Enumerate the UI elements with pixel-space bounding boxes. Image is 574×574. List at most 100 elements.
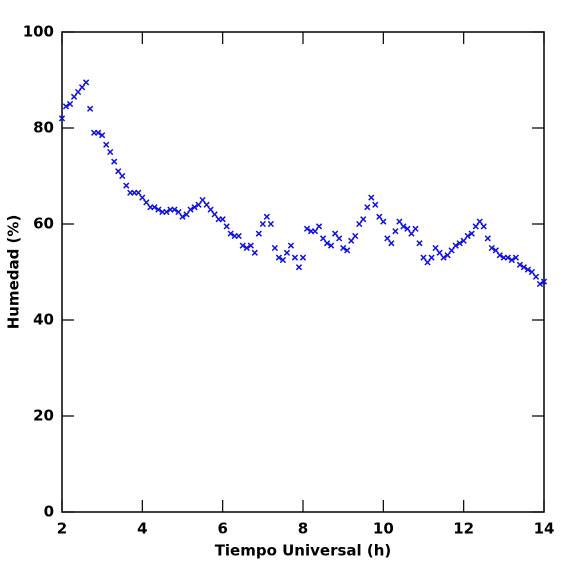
data-point xyxy=(384,235,391,242)
data-point xyxy=(183,211,190,218)
data-point xyxy=(488,244,495,252)
data-point xyxy=(299,254,307,261)
data-point xyxy=(135,189,142,196)
data-point xyxy=(107,148,114,156)
data-point xyxy=(452,242,459,249)
data-point xyxy=(476,218,483,225)
data-point xyxy=(211,211,218,218)
data-point xyxy=(356,220,363,228)
data-point xyxy=(360,216,367,223)
data-point xyxy=(428,254,435,261)
data-point xyxy=(432,244,439,252)
data-point xyxy=(400,223,407,230)
data-point xyxy=(412,225,419,232)
data-point xyxy=(408,230,415,237)
data-point xyxy=(275,254,283,261)
data-point xyxy=(540,278,548,285)
data-point xyxy=(195,201,202,208)
data-point xyxy=(332,230,339,237)
data-point xyxy=(58,115,66,122)
data-point xyxy=(396,218,403,225)
data-point xyxy=(352,232,359,240)
plot-frame xyxy=(61,31,545,513)
data-point xyxy=(155,206,162,213)
data-point xyxy=(203,201,210,208)
data-point xyxy=(151,204,158,211)
data-point xyxy=(175,208,182,216)
data-point xyxy=(78,84,86,91)
data-point xyxy=(111,158,118,165)
data-point xyxy=(492,247,499,254)
data-point xyxy=(255,230,262,237)
data-point xyxy=(364,204,371,211)
data-point xyxy=(295,264,303,271)
data-point xyxy=(243,244,250,252)
data-point xyxy=(103,141,110,148)
data-point xyxy=(484,235,491,242)
data-point xyxy=(368,194,375,201)
data-point xyxy=(327,242,335,249)
data-point xyxy=(448,247,455,254)
x-tick-label: 4 xyxy=(137,520,147,538)
data-point xyxy=(99,132,106,139)
data-point xyxy=(340,244,347,252)
data-point xyxy=(376,213,383,220)
data-point xyxy=(115,168,122,175)
x-tick-label: 12 xyxy=(453,520,474,538)
data-point xyxy=(143,199,150,206)
y-axis-label: Humedad (%) xyxy=(5,215,23,330)
y-tick-label: 20 xyxy=(33,407,54,425)
y-tick-label: 80 xyxy=(33,119,54,137)
data-point xyxy=(82,79,90,86)
data-point xyxy=(86,105,94,112)
x-tick-label: 14 xyxy=(534,520,555,538)
data-point xyxy=(424,259,431,266)
data-point xyxy=(191,204,198,211)
y-tick-label: 0 xyxy=(44,503,54,521)
y-tick-label: 40 xyxy=(33,311,54,329)
data-point xyxy=(315,223,323,230)
data-point xyxy=(171,206,178,213)
y-tick-label: 100 xyxy=(23,23,54,41)
data-point xyxy=(468,230,475,237)
data-point xyxy=(283,249,291,256)
data-point xyxy=(287,242,295,249)
data-point xyxy=(199,196,206,204)
data-point xyxy=(323,240,331,247)
data-point xyxy=(163,208,170,216)
data-point xyxy=(436,249,443,256)
data-point xyxy=(440,254,447,261)
data-point xyxy=(227,230,234,237)
data-point xyxy=(263,213,270,220)
data-point xyxy=(532,273,540,280)
x-tick-label: 10 xyxy=(373,520,394,538)
data-point xyxy=(247,242,254,249)
data-point xyxy=(480,223,487,230)
data-point xyxy=(460,237,467,244)
data-point xyxy=(524,266,532,273)
data-point xyxy=(528,268,536,276)
data-point xyxy=(420,254,427,261)
data-point xyxy=(536,280,544,288)
data-point xyxy=(311,228,319,235)
data-point xyxy=(123,182,130,189)
data-point xyxy=(508,256,515,264)
data-point xyxy=(416,240,423,247)
data-point xyxy=(187,206,194,213)
data-point xyxy=(70,93,78,100)
data-point xyxy=(392,228,399,235)
data-point xyxy=(380,218,387,225)
data-point xyxy=(291,254,299,261)
data-point xyxy=(348,237,355,244)
data-point xyxy=(223,223,230,230)
data-point xyxy=(404,225,411,232)
x-tick-label: 8 xyxy=(298,520,308,538)
data-point xyxy=(207,206,214,213)
data-point xyxy=(344,247,351,254)
data-point xyxy=(74,88,82,96)
data-point xyxy=(271,244,279,252)
data-point xyxy=(456,240,463,247)
data-point xyxy=(62,103,70,110)
data-point xyxy=(336,235,343,242)
y-tick-label: 60 xyxy=(33,215,54,233)
